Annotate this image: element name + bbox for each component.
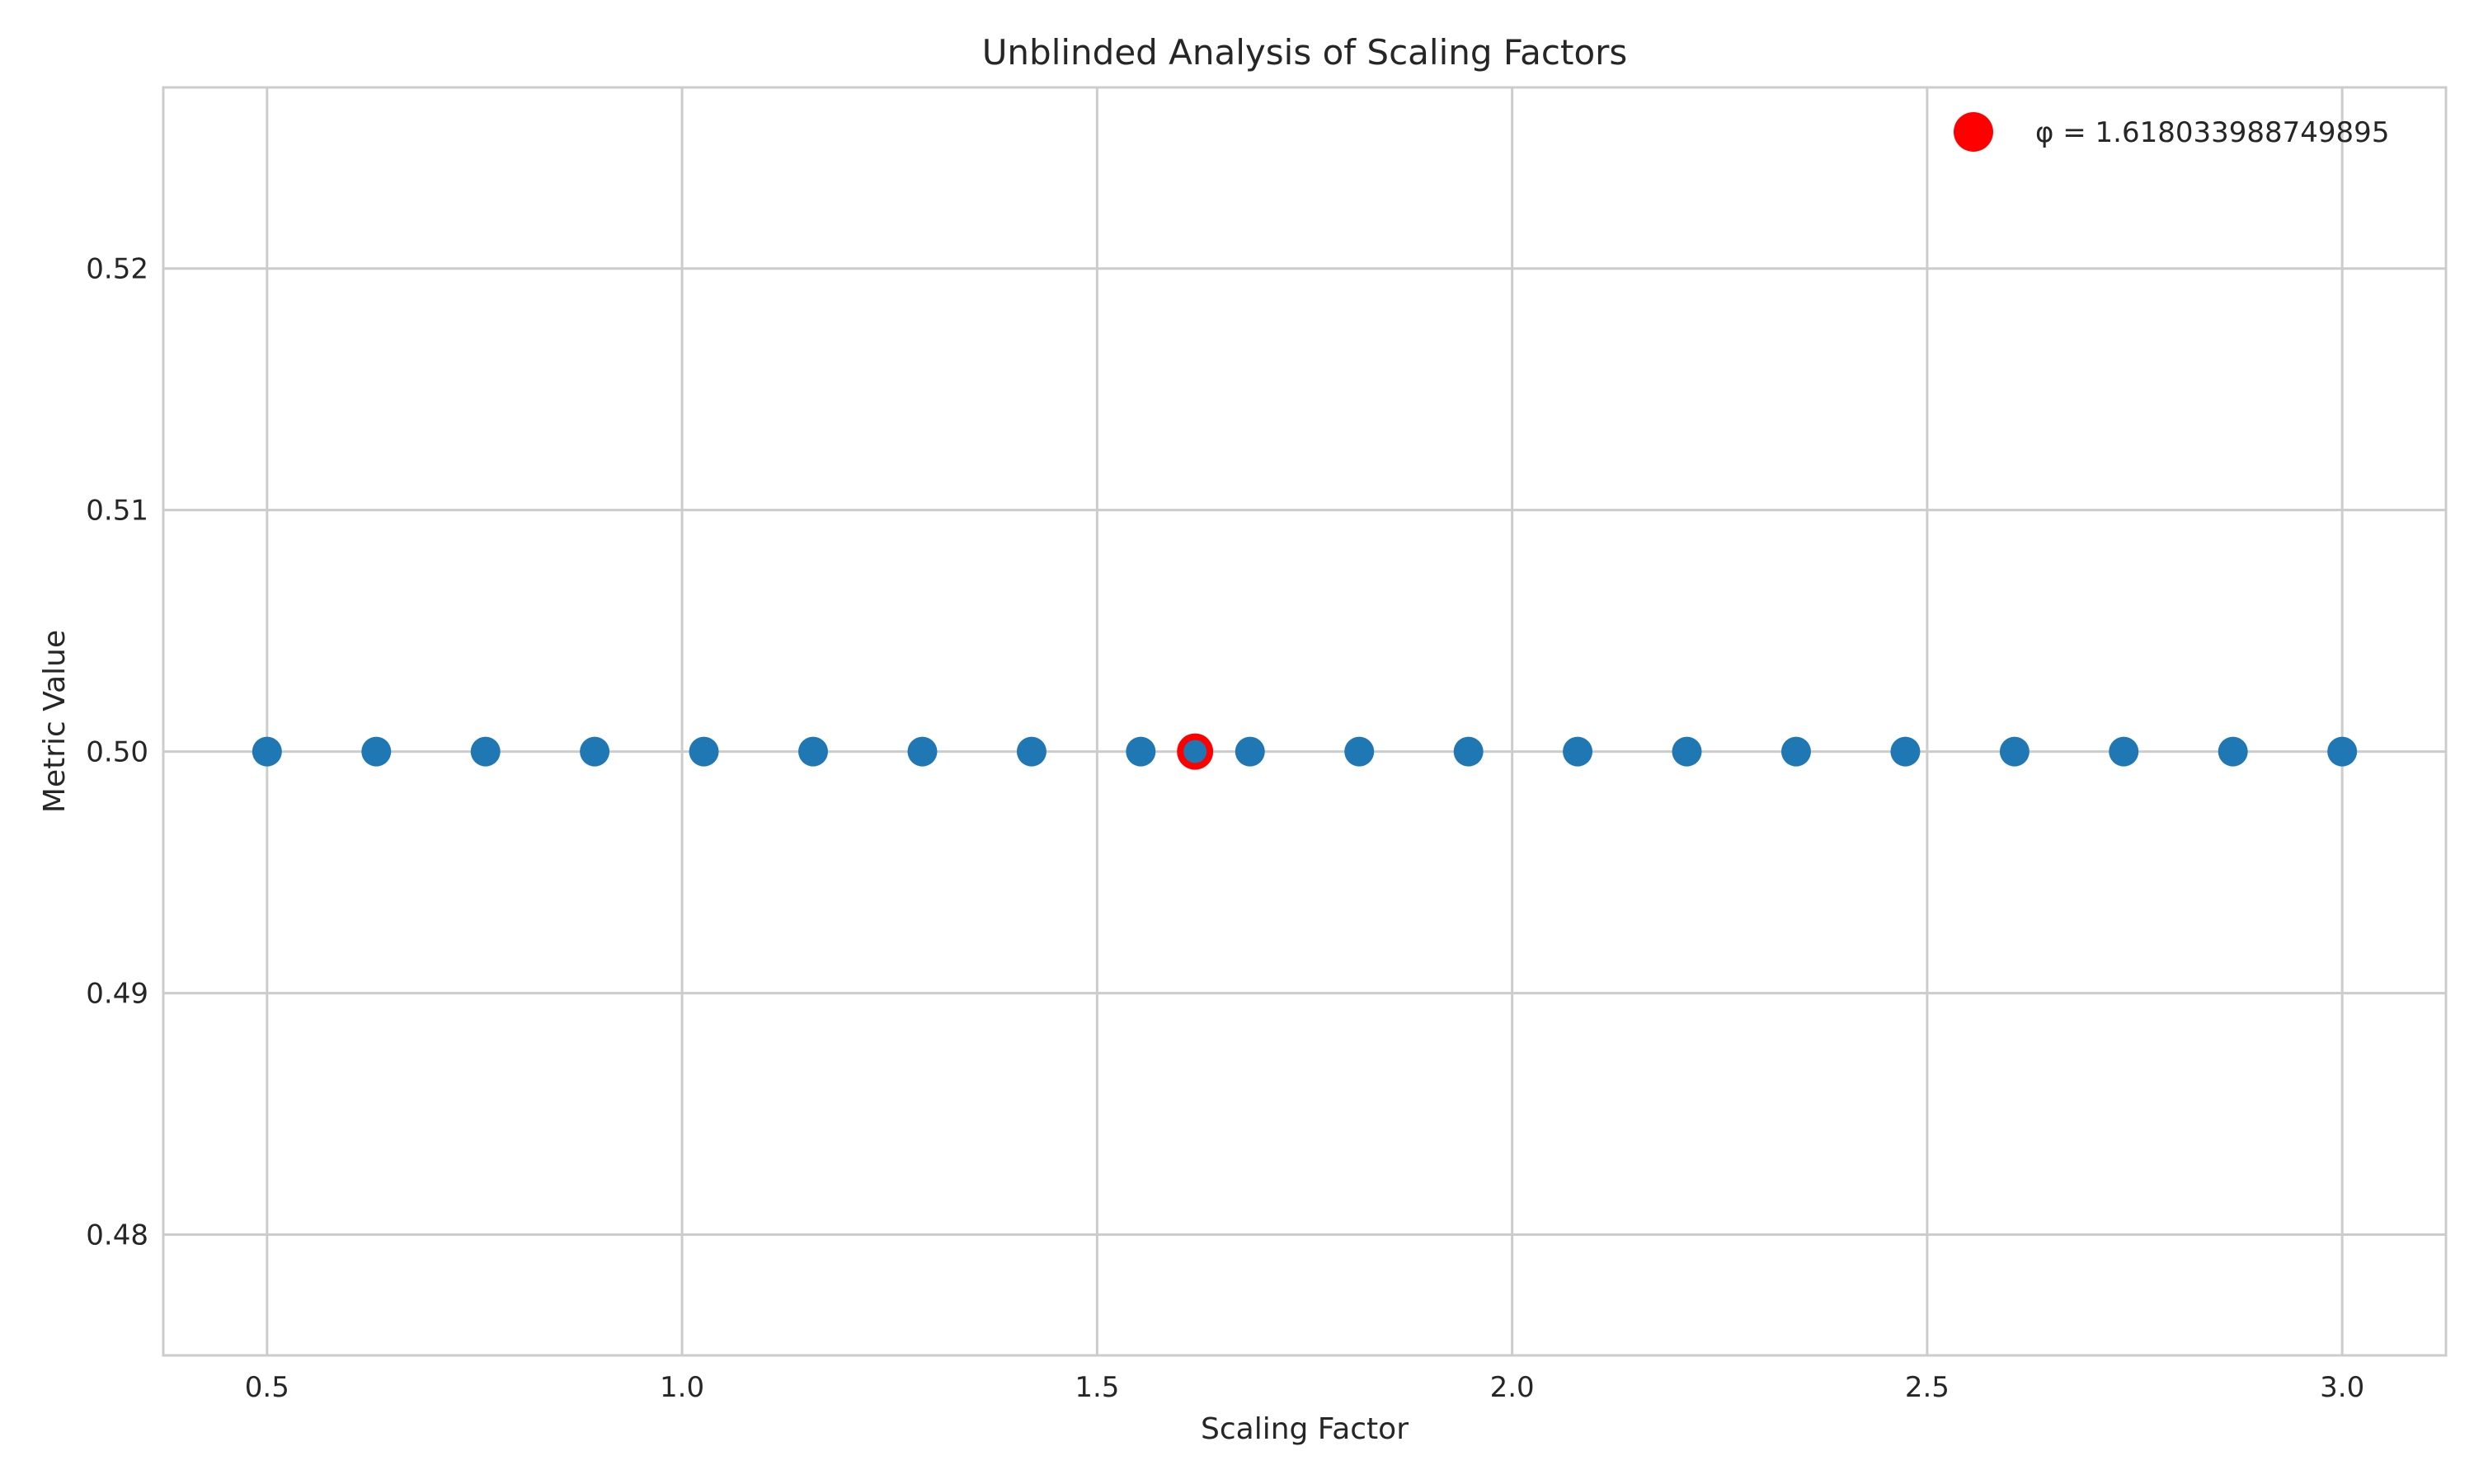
data-point: [2109, 736, 2139, 767]
data-point: [470, 736, 501, 767]
data-point: [1780, 736, 1811, 767]
data-point: [580, 736, 610, 767]
phi-point-overlay: [1183, 740, 1207, 763]
data-point: [1453, 736, 1484, 767]
data-point: [907, 736, 938, 767]
data-point: [1563, 736, 1593, 767]
x-tick-label: 2.5: [1905, 1371, 1950, 1404]
legend: φ = 1.618033988749895: [1954, 112, 2389, 152]
legend-label-phi: φ = 1.618033988749895: [2035, 116, 2389, 149]
data-point: [1890, 736, 1921, 767]
data-point: [1126, 736, 1156, 767]
x-tick-label: 3.0: [2320, 1371, 2364, 1404]
x-tick-label: 2.0: [1490, 1371, 1535, 1404]
data-point: [1235, 736, 1265, 767]
legend-marker-phi: [1954, 112, 1993, 152]
data-point: [689, 736, 719, 767]
x-axis-label: Scaling Factor: [1201, 1412, 1409, 1446]
x-tick-label: 1.5: [1075, 1371, 1119, 1404]
y-tick-label: 0.49: [86, 978, 148, 1011]
y-tick-labels: 0.48 0.49 0.50 0.51 0.52: [86, 253, 148, 1252]
x-tick-label: 1.0: [660, 1371, 704, 1404]
y-tick-label: 0.52: [86, 253, 148, 286]
data-point: [1999, 736, 2030, 767]
data-point: [1016, 736, 1047, 767]
y-tick-label: 0.50: [86, 736, 148, 769]
chart-title: Unblinded Analysis of Scaling Factors: [982, 32, 1628, 73]
data-point: [2218, 736, 2248, 767]
data-point: [1672, 736, 1702, 767]
plot-frame: [162, 86, 2448, 1357]
y-tick-label: 0.48: [86, 1219, 148, 1252]
x-tick-label: 0.5: [245, 1371, 289, 1404]
data-point: [1344, 736, 1375, 767]
data-point: [2327, 736, 2358, 767]
data-point: [361, 736, 392, 767]
data-point: [252, 736, 282, 767]
y-tick-label: 0.51: [86, 495, 148, 528]
x-tick-labels: 0.5 1.0 1.5 2.0 2.5 3.0: [245, 1371, 2364, 1404]
y-axis-label: Metric Value: [38, 630, 72, 813]
data-points: [252, 733, 2358, 770]
grid: [163, 87, 2446, 1355]
data-point: [798, 736, 829, 767]
